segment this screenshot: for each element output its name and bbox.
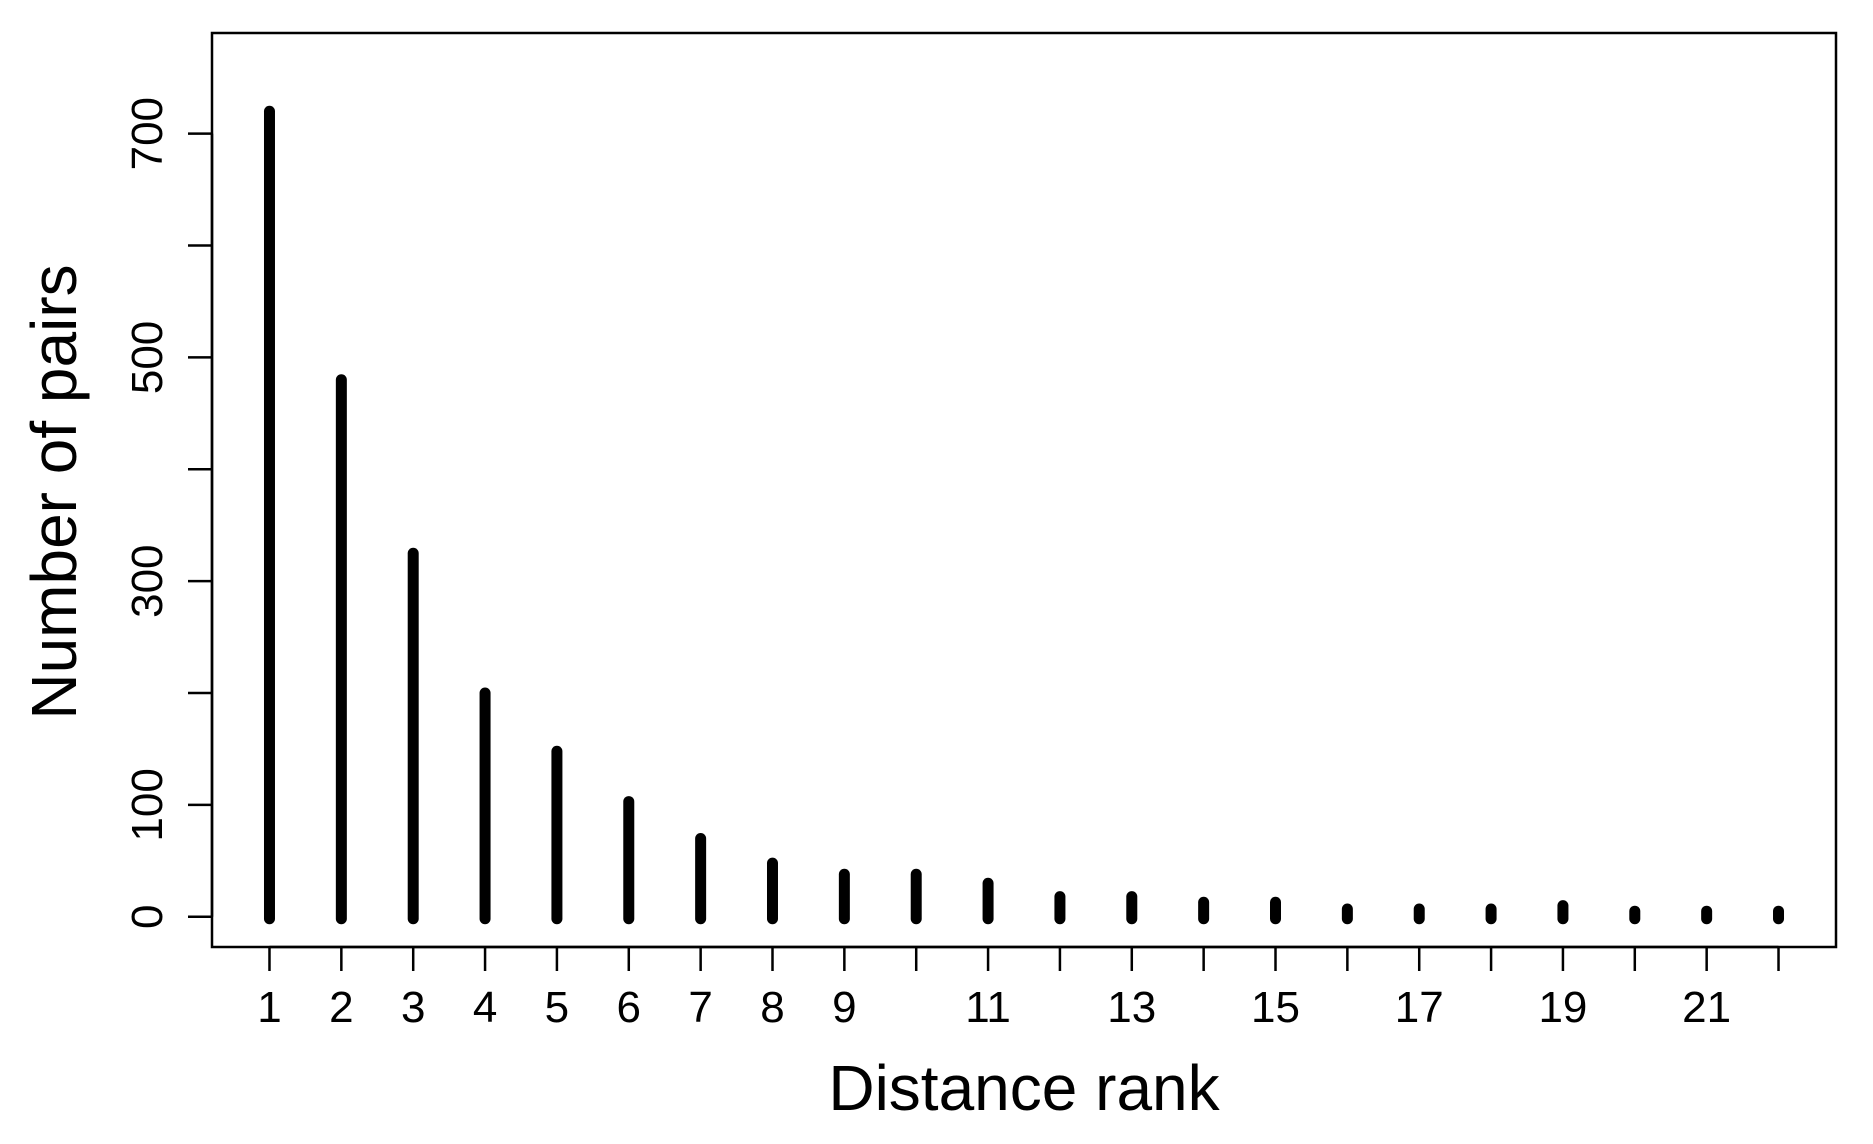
x-tick-label: 21 (1682, 983, 1731, 1032)
x-tick-label: 1 (257, 983, 281, 1032)
x-tick-label: 3 (401, 983, 425, 1032)
x-tick-label: 2 (329, 983, 353, 1032)
x-tick-label: 13 (1107, 983, 1156, 1032)
x-tick-label: 8 (760, 983, 784, 1032)
x-axis-title: Distance rank (828, 1052, 1220, 1124)
y-tick-label: 300 (123, 544, 172, 617)
y-tick-label: 700 (123, 97, 172, 170)
y-tick-label: 0 (123, 905, 172, 929)
bar-series (263, 105, 1785, 925)
y-axis-title: Number of pairs (18, 264, 90, 719)
x-tick-label: 19 (1538, 983, 1587, 1032)
x-tick-label: 9 (832, 983, 856, 1032)
x-tick-label: 5 (545, 983, 569, 1032)
x-tick-label: 15 (1251, 983, 1300, 1032)
x-tick-label: 4 (473, 983, 497, 1032)
y-tick-label: 500 (123, 321, 172, 394)
x-tick-label: 11 (965, 983, 1011, 1032)
x-tick-label: 6 (617, 983, 641, 1032)
y-axis: 0 100 300 500 700 (123, 97, 214, 929)
y-tick-label: 100 (123, 768, 172, 841)
x-axis: 1 2 3 4 5 6 7 8 9 11 13 15 17 19 21 (257, 945, 1780, 1032)
x-tick-label: 17 (1395, 983, 1444, 1032)
x-tick-label: 7 (688, 983, 712, 1032)
plot-frame (210, 31, 1838, 949)
